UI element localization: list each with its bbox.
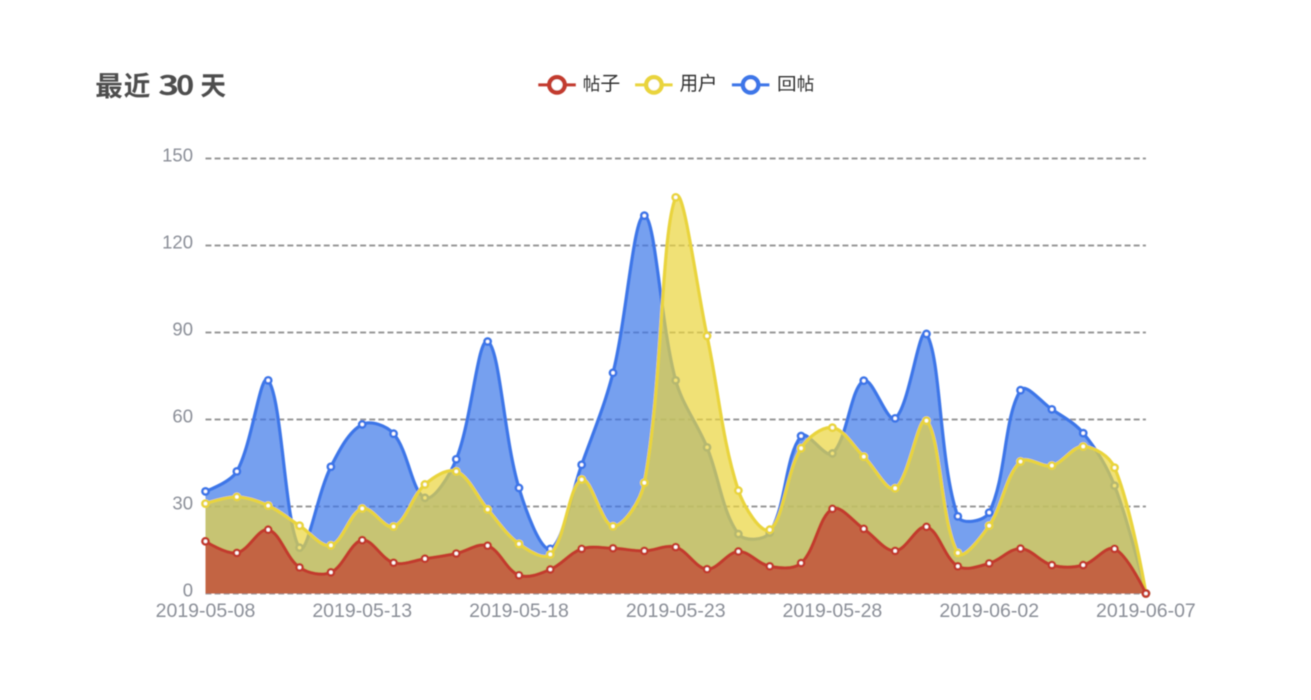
svg-text:2019-05-28: 2019-05-28 [783, 600, 883, 622]
svg-text:2019-05-13: 2019-05-13 [312, 600, 412, 622]
svg-text:60: 60 [172, 406, 193, 427]
svg-text:2019-05-23: 2019-05-23 [626, 600, 726, 622]
svg-text:30: 30 [172, 493, 193, 514]
svg-text:120: 120 [162, 232, 193, 253]
svg-text:2019-06-02: 2019-06-02 [939, 600, 1039, 622]
svg-text:2019-06-07: 2019-06-07 [1096, 600, 1196, 622]
svg-text:2019-05-18: 2019-05-18 [469, 600, 569, 622]
svg-text:150: 150 [162, 145, 193, 166]
svg-text:0: 0 [183, 580, 193, 601]
svg-text:2019-05-08: 2019-05-08 [156, 600, 256, 622]
svg-text:90: 90 [172, 319, 193, 340]
